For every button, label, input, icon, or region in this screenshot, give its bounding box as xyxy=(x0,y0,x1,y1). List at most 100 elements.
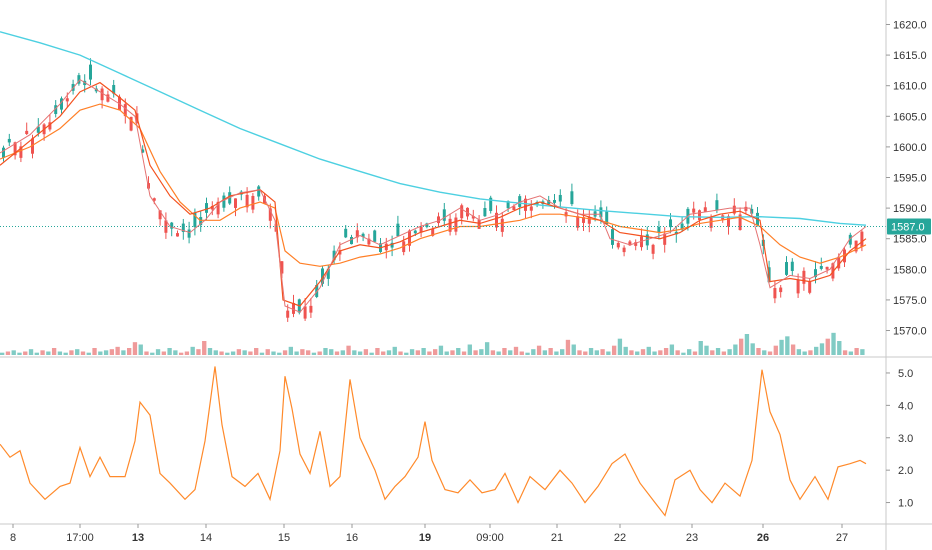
volume-bar xyxy=(334,351,340,355)
volume-bar xyxy=(692,351,698,355)
volume-bar xyxy=(305,350,311,355)
volume-bar xyxy=(213,350,218,355)
volume-bar xyxy=(652,351,657,355)
price-axis[interactable]: 1570.0 1575.0 1580.0 1585.0 1590.0 1595.0 1600… xyxy=(886,19,927,338)
candle-body xyxy=(292,302,295,314)
volume-bar xyxy=(854,348,859,355)
candle-body xyxy=(692,208,696,213)
candle-body xyxy=(222,195,226,208)
volume-bar xyxy=(329,349,334,355)
volume-bar xyxy=(727,349,732,355)
volume-bar xyxy=(565,339,571,355)
candle-body xyxy=(332,250,336,261)
volume-bar xyxy=(369,352,374,355)
volume-bar xyxy=(340,350,345,355)
candle-body xyxy=(431,228,435,236)
volume-bar xyxy=(756,348,761,355)
volume-bar xyxy=(357,351,363,355)
volume-bar xyxy=(675,350,680,355)
volume-bar xyxy=(17,352,22,355)
price-tick-label: 1580.0 xyxy=(893,264,927,276)
candle-body xyxy=(773,288,777,299)
volume-bar xyxy=(519,351,524,355)
candle-body xyxy=(709,217,713,228)
volume-bar xyxy=(681,352,686,355)
volume-bar xyxy=(687,349,692,355)
volume-bar xyxy=(456,348,461,355)
volume-bar xyxy=(611,345,617,355)
volume-bar xyxy=(178,352,184,355)
candle-body xyxy=(715,200,719,211)
volume-bar xyxy=(386,350,392,355)
time-tick-label: 27 xyxy=(836,532,848,544)
candle-body xyxy=(483,208,487,217)
candle-body xyxy=(744,206,748,211)
candle-body xyxy=(373,230,377,242)
volume-bar xyxy=(75,349,80,355)
candle-body xyxy=(13,142,17,156)
atr-indicator-line xyxy=(0,366,867,517)
candle-body xyxy=(100,88,104,101)
candle-body xyxy=(529,206,533,211)
volume-bar xyxy=(623,346,628,355)
volume-bar xyxy=(294,351,299,355)
candle-body xyxy=(396,223,400,237)
volume-bar xyxy=(121,350,126,355)
candle-body xyxy=(518,196,522,207)
candle-body xyxy=(785,262,788,275)
volume-bar xyxy=(34,352,39,355)
volume-bar xyxy=(635,351,640,355)
time-axis[interactable]: 8 17:00 13 14 15 16 19 09:00 21 22 23 26 27 xyxy=(10,524,848,544)
candle-body xyxy=(350,237,353,245)
candle-body xyxy=(477,219,481,229)
volume-bar xyxy=(583,351,588,355)
volume-bar xyxy=(744,334,750,355)
candle-body xyxy=(605,211,609,225)
volume-bar xyxy=(444,351,449,355)
time-tick-label: 21 xyxy=(551,532,563,544)
time-tick-label: 17:00 xyxy=(66,532,94,544)
time-tick-label: 13 xyxy=(132,532,144,544)
volume-bar xyxy=(40,350,45,355)
candle-body xyxy=(234,198,237,208)
volume-bar xyxy=(750,343,755,355)
candle-body xyxy=(425,223,429,228)
volume-bar xyxy=(577,350,582,355)
candle-body xyxy=(616,242,620,248)
volume-bar xyxy=(11,350,16,355)
candle-body xyxy=(611,229,614,245)
volume-bar xyxy=(236,349,242,355)
volume-bar xyxy=(248,351,253,355)
volume-bar xyxy=(202,341,207,355)
volume-bar xyxy=(427,351,432,355)
candle-body xyxy=(599,207,603,218)
volume-bar xyxy=(421,348,426,355)
candle-body xyxy=(309,305,313,313)
candle-body xyxy=(25,130,29,134)
volume-bar xyxy=(46,351,51,355)
candle-body xyxy=(245,194,249,208)
candle-body xyxy=(622,247,626,253)
volume-bar xyxy=(715,348,721,355)
volume-bar xyxy=(669,344,675,355)
candle-body xyxy=(419,226,423,233)
candle-body xyxy=(251,195,255,210)
candle-body xyxy=(634,242,638,246)
volume-bar xyxy=(184,351,190,355)
candle-body xyxy=(843,249,846,263)
candle-body xyxy=(321,268,324,284)
volume-bar xyxy=(554,351,559,355)
atr-axis[interactable]: 1.0 2.0 3.0 4.0 5.0 xyxy=(886,368,913,510)
volume-bar xyxy=(242,350,247,355)
candle-body xyxy=(524,198,527,211)
atr-tick-label: 4.0 xyxy=(898,400,913,412)
candle-body xyxy=(152,198,156,201)
volume-bar xyxy=(814,346,819,355)
candle-body xyxy=(553,199,556,203)
candle-body xyxy=(669,219,672,228)
last-price-badge-bg xyxy=(887,218,931,235)
candle-body xyxy=(326,268,330,279)
candlestick-series[interactable] xyxy=(2,58,864,322)
volume-bar xyxy=(848,351,854,355)
